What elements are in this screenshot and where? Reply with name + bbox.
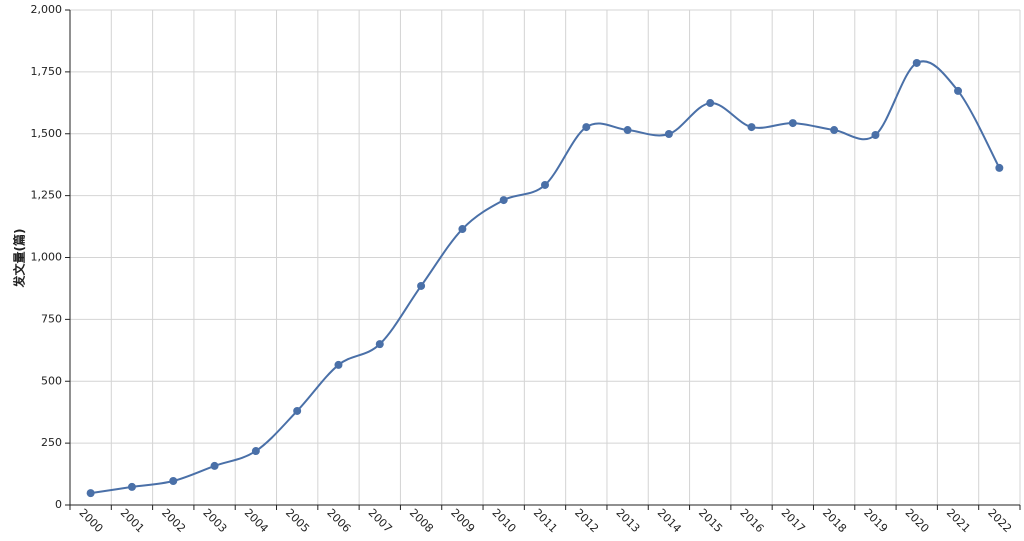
- point: [499, 196, 508, 205]
- y-tick-label: 1,500: [31, 127, 63, 140]
- point: [788, 119, 797, 128]
- x-tick-label: 2020: [903, 506, 932, 535]
- point: [541, 180, 549, 189]
- point: [86, 489, 95, 498]
- x-tick-label: 2018: [820, 506, 849, 535]
- y-tick-label: 1,750: [31, 65, 63, 78]
- point: [251, 447, 260, 456]
- x-tick-label: 2015: [696, 506, 725, 535]
- x-tick-label: 2012: [572, 506, 601, 535]
- x-tick-label: 2007: [366, 506, 395, 535]
- point: [127, 482, 136, 491]
- x-tick-label: 2008: [407, 506, 436, 535]
- point: [995, 163, 1004, 172]
- x-tick-label: 2019: [861, 506, 890, 535]
- point: [293, 406, 302, 415]
- x-tick-label: 2011: [531, 506, 560, 535]
- x-tick-label: 2016: [737, 506, 766, 535]
- x-tick-label: 2009: [448, 506, 477, 535]
- x-tick-label: 2003: [200, 506, 229, 535]
- point: [706, 99, 715, 108]
- point: [830, 126, 839, 135]
- point: [210, 461, 219, 470]
- y-axis-label: 发文量(篇): [12, 229, 27, 289]
- point: [375, 340, 384, 349]
- x-tick-label: 2014: [655, 506, 684, 535]
- point: [871, 130, 880, 139]
- x-tick-label: 2006: [324, 506, 353, 535]
- point: [747, 123, 756, 132]
- x-tick-label: 2010: [490, 506, 519, 535]
- y-tick-label: 0: [55, 498, 62, 511]
- y-tick-label: 750: [41, 312, 62, 325]
- point: [458, 225, 467, 234]
- x-tick-label: 2001: [118, 506, 147, 535]
- x-tick-label: 2017: [779, 506, 808, 535]
- x-tick-label: 2000: [77, 506, 106, 535]
- y-tick-label: 1,000: [31, 251, 63, 264]
- y-tick-label: 250: [41, 436, 62, 449]
- point: [582, 123, 591, 132]
- x-tick-label: 2005: [283, 506, 312, 535]
- x-tick-label: 2002: [159, 506, 188, 535]
- point: [912, 58, 921, 67]
- x-tick-label: 2004: [242, 506, 271, 535]
- point: [169, 476, 178, 485]
- y-tick-label: 2,000: [31, 3, 63, 16]
- x-tick-label: 2021: [944, 506, 973, 535]
- x-tick-label: 2022: [985, 506, 1014, 535]
- line: [90, 60, 1001, 495]
- y-tick-label: 500: [41, 374, 62, 387]
- point: [623, 126, 632, 135]
- point: [334, 360, 343, 369]
- y-tick-label: 1,250: [31, 189, 63, 202]
- point: [954, 86, 963, 95]
- point: [664, 129, 673, 138]
- x-tick-label: 2013: [613, 506, 642, 535]
- point: [417, 281, 426, 290]
